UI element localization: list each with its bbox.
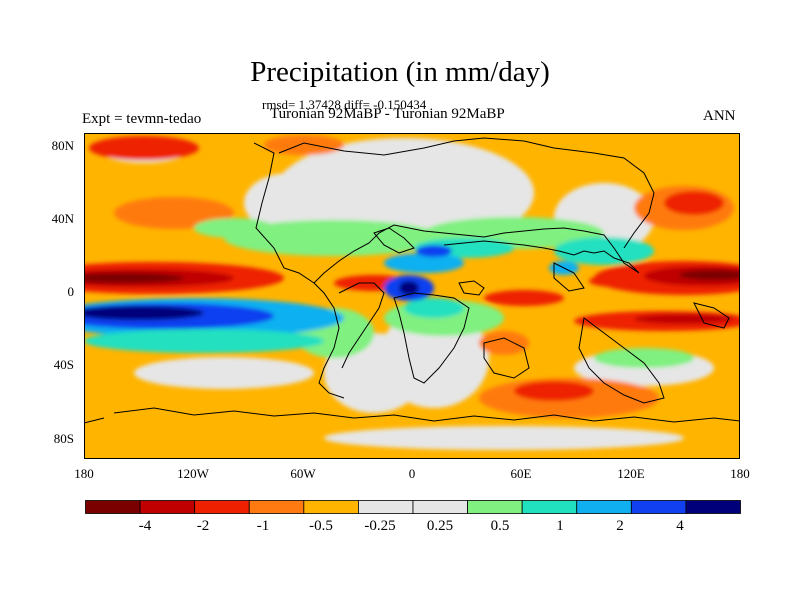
x-tick-label: 120E [617,466,645,481]
positive-anomaly-region [194,218,274,238]
colorbar-swatch [521,500,578,514]
negative-anomaly-region [484,290,564,306]
colorbar-label: -2 [196,518,210,534]
colorbar-swatch [685,500,741,514]
negative-anomaly-region [514,381,594,401]
strong-negative-anomaly [84,273,184,283]
positive-anomaly-region [84,329,324,353]
colorbar-swatch [303,500,359,514]
colorbar-label: 4 [676,518,684,534]
colorbar-swatch [194,500,250,514]
colorbar-label: -1 [256,518,270,534]
negative-anomaly-region [264,135,344,155]
precipitation-map [84,133,740,459]
negative-anomaly-region [114,197,234,229]
chart-title: Precipitation (in mm/day) [250,56,550,88]
negative-anomaly-region [479,331,529,355]
colorbar-swatch [358,500,414,514]
colorbar-swatch [576,500,632,514]
colorbar-swatch [85,500,141,514]
x-tick-label: 120W [177,466,209,481]
colorbar-label: 0.25 [426,518,454,534]
colorbar-swatch [248,500,305,514]
y-tick-label: 0 [67,284,75,299]
negative-anomaly-region [634,314,734,324]
map-frame [84,133,740,459]
x-tick-label: 60W [290,466,316,481]
x-tick-label: 60E [510,466,532,481]
y-tick-label: 80S [53,431,74,446]
colorbar-label: 0.5 [490,518,510,534]
positive-anomaly-region [384,253,464,273]
colorbar-swatch [412,500,468,514]
colorbar-swatch [467,500,523,514]
x-tick-label: 180 [730,466,750,481]
y-tick-label: 40S [53,357,74,372]
chart-subtitle: Turonian 92MaBP - Turonian 92MaBP [270,106,505,122]
colorbar-label: 1 [556,518,564,534]
positive-anomaly-region [416,245,452,257]
colorbar-label: -0.25 [364,518,396,534]
neutral-region [134,357,314,389]
colorbar-label: -0.5 [309,518,333,534]
neutral-region [324,426,684,450]
colorbar [85,500,741,514]
colorbar-label: -4 [138,518,152,534]
colorbar-swatch [139,500,196,514]
strong-positive-anomaly [84,306,204,320]
x-tick-label: 180 [74,466,94,481]
colorbar-label: 2 [616,518,624,534]
experiment-label: Expt = tevmn-tedao [82,111,202,127]
negative-anomaly-region [89,136,199,160]
negative-anomaly-region [589,275,639,287]
positive-anomaly-region [404,298,464,318]
y-tick-label: 80N [51,138,74,153]
strong-positive-anomaly [399,281,419,295]
x-tick-label: 0 [408,466,416,481]
strong-negative-anomaly [679,270,740,280]
positive-anomaly-region [224,220,444,256]
positive-anomaly-region [594,348,694,368]
stats-line: rmsd= 1.37428 diff= -0.150434 [262,97,427,112]
coastlines [84,137,740,424]
y-tick-label: 40N [51,211,74,226]
negative-anomaly-region [664,191,724,215]
colorbar-swatch [630,500,687,514]
season-label: ANN [703,108,736,124]
